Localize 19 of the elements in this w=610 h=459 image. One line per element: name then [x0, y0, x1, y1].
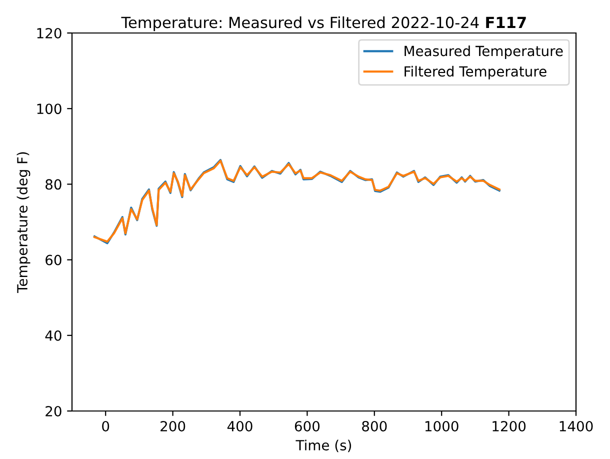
chart-title: Temperature: Measured vs Filtered 2022-10-24 F117: [121, 16, 526, 32]
y-tick-label: 60: [46, 254, 62, 266]
x-tick-label: 200: [160, 420, 186, 432]
x-axis-title: Time (s): [296, 440, 352, 452]
y-tick-label: 20: [46, 406, 62, 416]
y-axis-title: Temperature (deg F): [16, 152, 30, 293]
x-tick-label: 0: [102, 420, 110, 432]
legend-label: Filtered Temperature: [404, 66, 546, 80]
y-tick-label: 120: [37, 28, 62, 38]
x-tick-label: 800: [362, 420, 387, 432]
x-tick-label: 400: [227, 420, 252, 432]
x-tick-label: 1200: [492, 420, 526, 432]
legend-label: Measured Temperature: [404, 46, 563, 59]
x-tick-label: 1400: [560, 420, 593, 432]
y-tick-label: 100: [37, 104, 62, 114]
y-tick-label: 80: [46, 179, 62, 190]
x-tick-label: 600: [294, 420, 320, 432]
x-tick-label: 1000: [425, 420, 458, 432]
y-tick-label: 40: [45, 330, 62, 341]
